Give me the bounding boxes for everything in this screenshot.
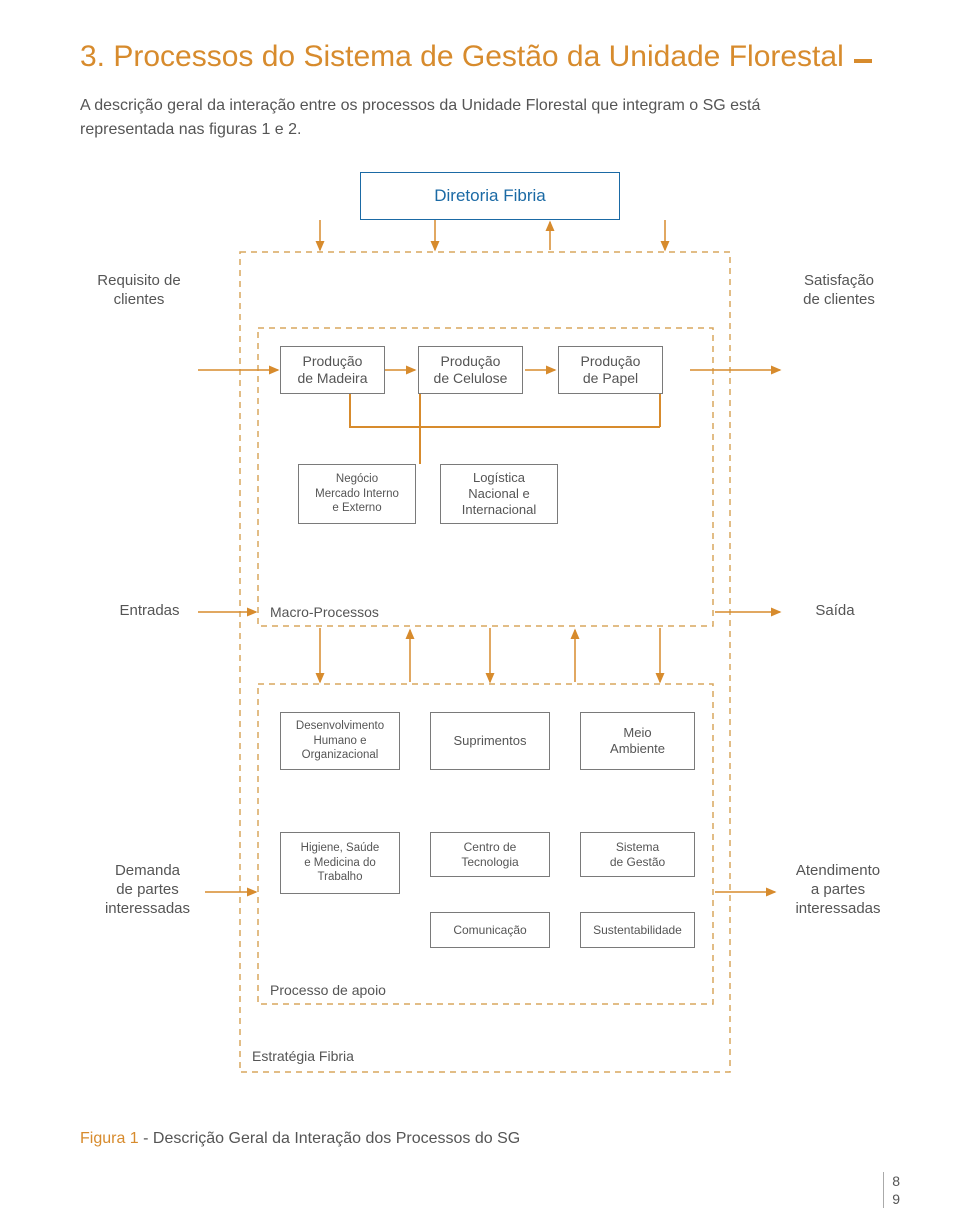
- label-estrategia: Estratégia Fibria: [252, 1048, 354, 1064]
- intro-paragraph: A descrição geral da interação entre os …: [80, 94, 840, 142]
- box-negocio: NegócioMercado Internoe Externo: [298, 464, 416, 524]
- page-num-b: 9: [892, 1190, 900, 1208]
- label-macro-processos: Macro-Processos: [270, 604, 379, 620]
- label-processo-apoio: Processo de apoio: [270, 982, 386, 998]
- box-meio-ambiente: MeioAmbiente: [580, 712, 695, 770]
- box-sustentabilidade: Sustentabilidade: [580, 912, 695, 948]
- box-prod-papel: Produçãode Papel: [558, 346, 663, 394]
- figure-caption: Figura 1 - Descrição Geral da Interação …: [80, 1130, 900, 1148]
- figure-caption-text: - Descrição Geral da Interação dos Proce…: [139, 1130, 521, 1147]
- box-suprimentos: Suprimentos: [430, 712, 550, 770]
- box-centro-tec: Centro deTecnologia: [430, 832, 550, 877]
- box-higiene: Higiene, Saúdee Medicina doTrabalho: [280, 832, 400, 894]
- process-diagram: Diretoria Fibria Requisito declientes Sa…: [80, 172, 900, 1112]
- page-num-a: 8: [892, 1172, 900, 1190]
- box-prod-celulose: Produçãode Celulose: [418, 346, 523, 394]
- page-numbers: 8 9: [883, 1172, 900, 1208]
- box-logistica: LogísticaNacional eInternacional: [440, 464, 558, 524]
- figure-number: Figura 1: [80, 1130, 139, 1147]
- label-demanda: Demandade partesinteressadas: [90, 862, 205, 918]
- label-entradas: Entradas: [102, 602, 197, 621]
- box-prod-madeira: Produçãode Madeira: [280, 346, 385, 394]
- box-diretoria: Diretoria Fibria: [360, 172, 620, 220]
- box-desenv-humano: DesenvolvimentoHumano eOrganizacional: [280, 712, 400, 770]
- page-title: 3. Processos do Sistema de Gestão da Uni…: [80, 40, 844, 74]
- label-satisfacao: Satisfaçãode clientes: [780, 272, 898, 310]
- box-sistema-gestao: Sistemade Gestão: [580, 832, 695, 877]
- label-atendimento: Atendimentoa partesinteressadas: [778, 862, 898, 918]
- box-comunicacao: Comunicação: [430, 912, 550, 948]
- label-saida: Saída: [790, 602, 880, 621]
- diagram-svg: [80, 172, 900, 1112]
- title-underline-icon: [854, 52, 872, 60]
- label-requisito: Requisito declientes: [80, 272, 198, 310]
